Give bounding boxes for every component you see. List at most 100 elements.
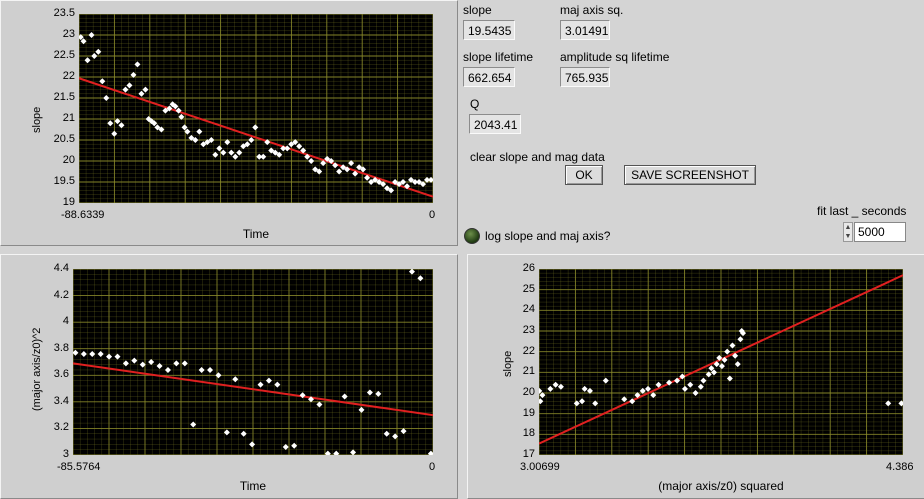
clear-data-label: clear slope and mag data: [470, 150, 605, 164]
data-point: [80, 351, 87, 358]
data-point: [552, 381, 559, 388]
data-point: [248, 137, 255, 143]
x-tick-max: 0: [429, 461, 436, 473]
data-point: [364, 174, 371, 181]
x-tick-min: 3.00699: [520, 461, 560, 473]
data-point: [592, 400, 599, 407]
y-tick-label: 21: [62, 112, 75, 124]
data-point: [175, 107, 182, 114]
y-tick-label: 21.5: [53, 91, 75, 103]
data-point: [151, 120, 158, 127]
data-point: [284, 145, 291, 152]
data-point: [428, 176, 433, 183]
chart-svg: [73, 269, 433, 455]
slope-lifetime-indicator: 662.654: [463, 67, 515, 87]
x-tick-max: 0: [429, 209, 436, 221]
y-tick-label: 22: [522, 344, 535, 357]
data-point: [274, 381, 281, 388]
data-point: [308, 158, 315, 164]
data-point: [126, 82, 133, 89]
majaxis-vs-time-plot: [73, 269, 433, 455]
y-tick-label: 26: [522, 262, 535, 274]
y-tick-label: 19.5: [53, 175, 75, 187]
log-toggle-label: log slope and maj axis?: [485, 229, 611, 243]
data-point: [308, 396, 315, 403]
data-point: [708, 365, 715, 372]
y-tick-label: 19: [522, 406, 535, 419]
data-point: [400, 179, 407, 185]
log-toggle-led[interactable]: [464, 228, 480, 244]
data-point: [97, 351, 104, 358]
data-point: [581, 385, 588, 392]
x-axis-label: Time: [239, 479, 267, 493]
data-point: [320, 160, 327, 167]
fit-seconds-label: fit last _ seconds: [817, 204, 907, 218]
data-point: [350, 449, 357, 455]
data-point: [539, 398, 544, 405]
data-point: [228, 149, 235, 156]
data-point: [272, 149, 279, 156]
y-tick-label: 3: [62, 448, 69, 460]
data-point: [352, 170, 359, 177]
data-point: [131, 357, 138, 364]
y-tick-label: 4.4: [53, 262, 69, 274]
data-point: [400, 428, 407, 435]
data-point: [173, 360, 180, 367]
data-point: [260, 153, 267, 160]
data-point: [721, 356, 728, 363]
data-point: [122, 86, 129, 93]
data-point: [276, 151, 283, 158]
data-point: [299, 392, 306, 399]
data-point: [200, 141, 207, 148]
data-point: [716, 354, 723, 361]
ok-button[interactable]: OK: [565, 165, 603, 185]
data-point: [130, 71, 137, 78]
fit-seconds-stepper[interactable]: ▲ ▼: [843, 222, 853, 242]
spin-down-icon[interactable]: ▼: [844, 233, 852, 240]
data-point: [288, 141, 295, 148]
y-tick-label: 3.4: [53, 394, 69, 407]
data-point: [586, 387, 593, 394]
data-point: [107, 120, 114, 127]
data-point: [396, 181, 403, 188]
data-point: [207, 366, 214, 373]
data-point: [539, 392, 546, 399]
y-tick-label: 3.2: [53, 421, 69, 434]
data-point: [700, 377, 707, 384]
y-tick-label: 21: [522, 365, 535, 378]
data-point: [360, 166, 367, 173]
data-point: [408, 176, 415, 183]
data-point: [99, 78, 106, 85]
data-point: [236, 149, 243, 156]
y-tick-label: 17: [522, 448, 535, 460]
data-point: [196, 128, 203, 135]
data-point: [404, 183, 411, 190]
maj-axis-label: maj axis sq.: [560, 3, 624, 17]
data-point: [215, 372, 222, 379]
data-point: [312, 166, 319, 173]
x-axis-label: (major axis/z0) squared: [658, 479, 784, 493]
data-point: [91, 53, 98, 59]
data-point: [296, 143, 303, 150]
save-screenshot-button[interactable]: SAVE SCREENSHOT: [624, 165, 756, 185]
data-point: [156, 362, 163, 369]
q-label: Q: [470, 97, 480, 111]
data-point: [368, 179, 375, 185]
y-tick-label: 4.2: [53, 288, 69, 301]
data-point: [304, 153, 311, 160]
slope-label: slope: [463, 3, 492, 17]
data-point: [252, 124, 259, 131]
data-point: [579, 398, 586, 405]
y-tick-label: 19: [62, 196, 75, 208]
data-point: [103, 95, 110, 101]
data-point: [240, 430, 247, 437]
y-tick-label: 25: [522, 282, 535, 295]
data-point: [181, 360, 188, 367]
data-point: [547, 385, 554, 392]
fit-seconds-input[interactable]: 5000: [854, 222, 906, 242]
data-point: [139, 361, 146, 368]
spin-up-icon[interactable]: ▲: [844, 224, 852, 231]
data-point: [344, 166, 351, 173]
slope-vs-time-panel: slope 23.5 23 22.5 22 21.5 21 20.5 20 19.5 19 -88…: [0, 0, 458, 246]
data-point: [705, 371, 712, 378]
